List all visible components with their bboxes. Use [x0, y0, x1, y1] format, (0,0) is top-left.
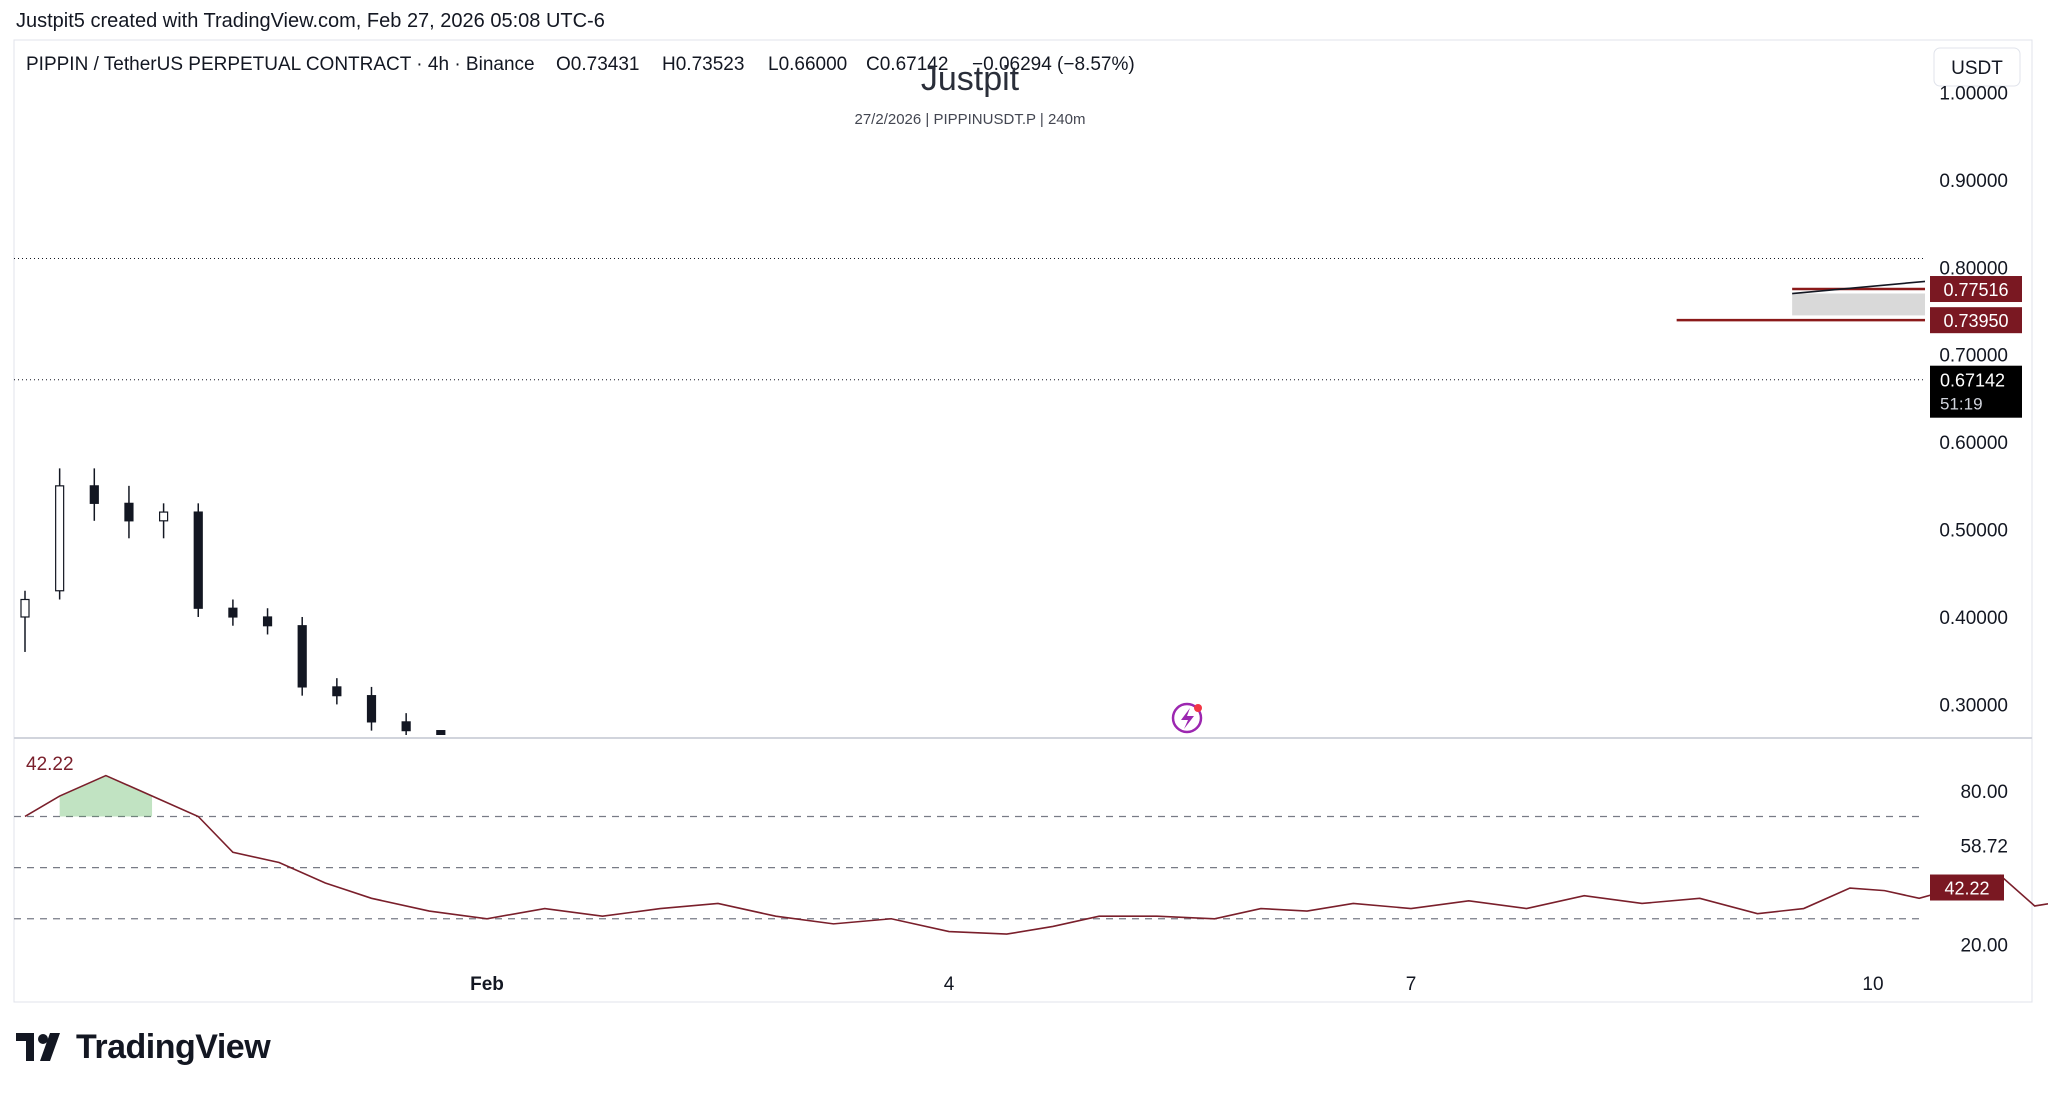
- chart-frame: [13, 39, 2033, 1003]
- currency-button-label: USDT: [1951, 58, 2003, 79]
- watermark-title: Justpit: [921, 60, 1020, 98]
- ohlc-low: L0.66000: [768, 54, 847, 75]
- price-tick-label: 0.50000: [1939, 521, 2008, 542]
- zone-price-label: 0.77516: [1943, 280, 2008, 300]
- x-tick-label: 10: [1862, 974, 1883, 995]
- x-tick-label: 7: [1406, 974, 1417, 995]
- rising-trendline: [1792, 280, 1925, 295]
- candle: [529, 735, 537, 748]
- candle: [366, 686, 377, 731]
- zone-label-bg: [1930, 276, 2022, 303]
- candle: [20, 590, 30, 652]
- candle: [436, 730, 446, 735]
- rsi-tick-label: 58.72: [1960, 836, 2008, 857]
- x-tick-label: 4: [944, 974, 955, 995]
- tradingview-logo: TradingView: [16, 1028, 271, 1067]
- rsi-tick-label: 80.00: [1960, 782, 2008, 803]
- price-tick-label: 1.00000: [1939, 83, 2008, 104]
- price-tick-label: 0.80000: [1939, 258, 2008, 279]
- rsi-value-label: 42.22: [26, 754, 74, 775]
- rsi-current-label: 42.22: [1944, 879, 1989, 899]
- ohlc-close: C0.67142: [866, 54, 948, 75]
- symbol-title: PIPPIN / TetherUS PERPETUAL CONTRACT · 4…: [26, 54, 535, 75]
- candle: [55, 468, 65, 600]
- last-price-label: 0.67142: [1940, 371, 2005, 391]
- rsi-pane: [14, 774, 2048, 935]
- candle: [124, 485, 134, 539]
- rsi-line: [24, 774, 2048, 935]
- candle: [297, 616, 307, 696]
- candle: [89, 468, 99, 521]
- tradingview-wordmark: TradingView: [76, 1028, 271, 1066]
- ohlc-open: O0.73431: [556, 54, 639, 75]
- zone-price-label: 0.73950: [1943, 311, 2008, 331]
- candle: [159, 503, 169, 539]
- price-tick-label: 0.90000: [1939, 171, 2008, 192]
- price-tick-label: 0.30000: [1939, 695, 2008, 716]
- bar-countdown: 51:19: [1940, 395, 1983, 414]
- price-tick-label: 0.40000: [1939, 608, 2008, 629]
- rsi-current-label-bg: [1930, 874, 2004, 901]
- candle: [228, 599, 238, 626]
- last-price-label-bg: [1930, 365, 2022, 418]
- supply-zone-box: [1792, 293, 1925, 316]
- ohlc-high: H0.73523: [662, 54, 744, 75]
- candle: [483, 735, 491, 748]
- watermark-subtitle: 27/2/2026 | PIPPINUSDT.P | 240m: [855, 111, 1086, 128]
- candle: [262, 608, 273, 635]
- header-attribution: Justpit5 created with TradingView.com, F…: [16, 10, 605, 32]
- ohlc-change: −0.06294 (−8.57%): [972, 54, 1135, 75]
- price-tick-label: 0.70000: [1939, 346, 2008, 367]
- candle: [1927, 704, 1935, 739]
- currency-button[interactable]: [1933, 47, 2021, 87]
- price-tick-label: 0.60000: [1939, 433, 2008, 454]
- tradingview-mark-icon: [16, 1032, 60, 1061]
- candle: [401, 713, 411, 735]
- lightning-icon: [1171, 702, 1203, 734]
- candle: [332, 678, 342, 705]
- rsi-tick-label: 20.00: [1960, 935, 2008, 956]
- x-tick-label: Feb: [470, 974, 504, 995]
- rsi-overbought-fill: [59, 775, 153, 817]
- candle: [193, 503, 203, 617]
- zone-label-bg: [1930, 307, 2022, 334]
- price-pane: [14, 258, 1935, 748]
